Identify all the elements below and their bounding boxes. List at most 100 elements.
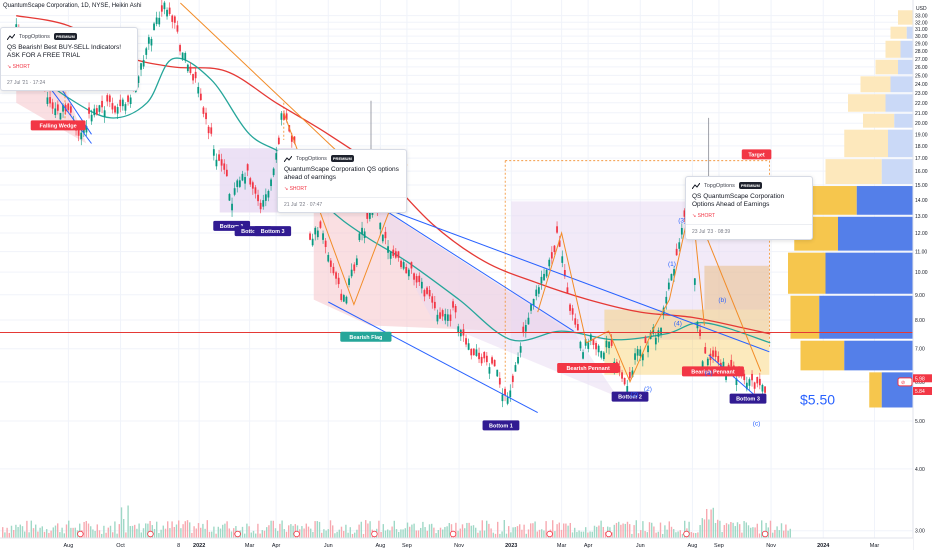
candle-body [121, 99, 124, 107]
y-tick-label: 10.00 [915, 270, 928, 276]
elliott-wave-line [537, 199, 705, 384]
volume-bar [318, 521, 321, 538]
earnings-marker-icon [293, 530, 300, 538]
volume-bar [292, 525, 294, 538]
volume-bar [354, 532, 356, 538]
volume-bar [191, 532, 193, 538]
volume-bar [483, 530, 486, 538]
volume-bar [442, 529, 444, 538]
x-tick-label: Mar [557, 543, 567, 549]
volume-profile-bar-buy [844, 340, 913, 371]
candle-body [639, 349, 642, 356]
volume-bar [140, 532, 142, 538]
volume-bar [604, 531, 607, 538]
idea-card-2[interactable]: TopgOptions PREMIUM QuantumScape Corporat… [277, 149, 407, 213]
x-tick-label: Aug [63, 543, 73, 549]
volume-bar [701, 518, 703, 538]
volume-bar [274, 528, 277, 538]
candle-body [459, 329, 462, 337]
volume-bar [422, 521, 424, 538]
volume-profile-bar-sell [863, 113, 895, 128]
candle-body [665, 296, 668, 304]
idea-card-3[interactable]: TopgOptions PREMIUM QS QuantumScape Corpo… [685, 176, 813, 240]
candle-body [176, 25, 179, 32]
volume-bar [580, 531, 582, 538]
candle-body [574, 318, 577, 325]
idea-time: 27 Jul '21 · 17:24 [1, 75, 137, 90]
volume-bar [202, 523, 204, 538]
volume-bar [659, 522, 662, 538]
candle-body [56, 104, 59, 111]
volume-bar [228, 528, 230, 538]
candle-body [618, 366, 621, 373]
volume-bar [387, 529, 389, 538]
idea-signal: ↘ SHORT [692, 213, 716, 219]
volume-bar [569, 522, 571, 538]
volume-bar [26, 520, 28, 538]
y-tick-label: 20.00 [915, 121, 928, 127]
y-tick-label: 6.00 [915, 380, 925, 386]
candle-body [158, 17, 161, 25]
candle-body [561, 256, 564, 263]
volume-bar [534, 521, 536, 538]
candle-body [660, 327, 662, 335]
candle-body [277, 137, 280, 145]
candle-body [153, 23, 155, 31]
candle-body [634, 353, 636, 360]
idea-card-1[interactable]: TopgOptions PREMIUM QS Bearish! Best BUY-… [0, 27, 138, 91]
candle-body [62, 105, 64, 112]
volume-bar [615, 522, 618, 538]
candle-body [449, 314, 452, 321]
volume-bar [459, 528, 461, 538]
candle-body [311, 238, 314, 246]
candle-body [220, 159, 223, 166]
volume-bar [186, 520, 189, 538]
candle-body [241, 173, 244, 181]
x-tick-label: 2024 [817, 543, 830, 549]
candle-body [184, 53, 187, 60]
candle-body [407, 269, 410, 277]
volume-bar [114, 521, 116, 538]
idea-title: QS Bearish! Best BUY-SELL Indicators! AS… [7, 44, 122, 59]
volume-bar [380, 531, 382, 538]
candle-body [678, 242, 681, 249]
volume-bar [631, 533, 633, 538]
last-price-badge [913, 386, 932, 395]
candle-body [210, 127, 213, 134]
volume-bar [668, 521, 670, 538]
volume-bar [618, 521, 620, 538]
volume-bar [558, 522, 560, 538]
x-tick-label: Mar [870, 543, 880, 549]
volume-profile-bar-buy [888, 129, 913, 158]
idea-author: TopgOptions [19, 33, 50, 40]
volume-bar [325, 530, 327, 538]
candle-body [212, 149, 215, 156]
volume-bar [70, 527, 72, 538]
volume-bar [435, 533, 437, 538]
candle-body [155, 17, 158, 25]
earnings-marker-icon [77, 530, 84, 538]
candle-body [251, 182, 254, 189]
idea-title: QS QuantumScape Corporation Options Ahea… [692, 193, 785, 208]
label-target-bg [741, 149, 772, 160]
volume-bar [679, 530, 681, 538]
volume-bar [362, 533, 365, 538]
x-tick-label: Sep [714, 543, 724, 549]
volume-bar [316, 521, 318, 538]
candle-body [610, 339, 613, 346]
volume-bar [65, 524, 68, 538]
volume-profile [788, 10, 913, 408]
volume-bar [400, 529, 402, 538]
candle-body [751, 373, 753, 381]
candle-body [501, 394, 504, 402]
candle-body [608, 341, 610, 349]
channel-line [370, 202, 770, 353]
idea-signal: ↘ SHORT [7, 64, 31, 70]
candle-body [381, 234, 384, 242]
volume-bar [340, 526, 343, 538]
candle-body [478, 352, 480, 360]
candle-body [340, 293, 343, 301]
volume-bar [398, 531, 400, 538]
label-falling-wedge-bg [30, 120, 86, 131]
